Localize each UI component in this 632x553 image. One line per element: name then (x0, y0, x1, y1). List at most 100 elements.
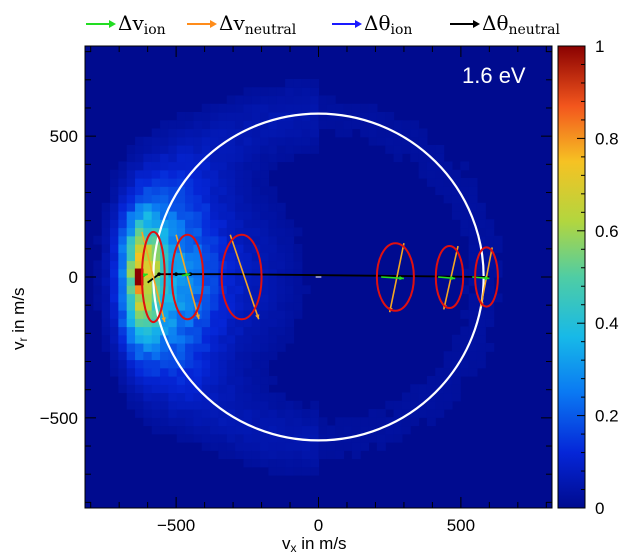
heatmap-cell (243, 178, 253, 187)
heatmap-cell (243, 318, 253, 328)
heatmap-cell (451, 169, 461, 179)
heatmap-cell (93, 260, 103, 270)
heatmap-cell (218, 343, 228, 352)
heatmap-cell (176, 384, 186, 394)
heatmap-cell (185, 367, 195, 377)
heatmap-cell (201, 186, 211, 196)
heatmap-cell (160, 376, 169, 385)
heatmap-cell (218, 351, 228, 361)
heatmap-cell (193, 186, 203, 196)
heatmap-cell (235, 268, 245, 278)
heatmap-cell (410, 384, 420, 394)
heatmap-cell (201, 136, 211, 146)
heatmap-cell (235, 194, 245, 204)
heatmap-cell (126, 359, 136, 369)
heatmap-cell (451, 178, 461, 187)
heatmap-cell (160, 425, 169, 435)
heatmap-cell (176, 194, 186, 204)
heatmap-cell (210, 186, 220, 196)
heatmap-cell (101, 293, 111, 303)
heatmap-cell (476, 318, 486, 328)
heatmap-cell (201, 128, 211, 138)
heatmap-cell (218, 301, 228, 311)
heatmap-cell (426, 384, 436, 394)
heatmap-cell (176, 392, 186, 402)
heatmap-cell (226, 169, 236, 179)
heatmap-cell (151, 359, 161, 369)
heatmap-cell (218, 227, 228, 237)
heatmap-cell (310, 425, 320, 435)
heatmap-cell (226, 211, 236, 220)
heatmap-cell (93, 235, 103, 245)
heatmap-cell (335, 442, 345, 451)
heatmap-cell (401, 392, 411, 402)
heatmap-cell (243, 268, 253, 278)
heatmap-cell (251, 202, 261, 212)
heatmap-cell (468, 194, 478, 204)
heatmap-cell (276, 343, 286, 352)
heatmap-cell (135, 318, 144, 328)
heatmap-cell (193, 326, 203, 336)
heatmap-cell (176, 376, 186, 385)
heatmap-cell (201, 351, 211, 361)
heatmap-cell (135, 136, 144, 146)
heatmap-cell (143, 409, 153, 418)
heatmap-cell (218, 128, 228, 138)
heatmap-cell (235, 343, 245, 352)
heatmap-cell (118, 367, 128, 377)
heatmap-cell (218, 367, 228, 377)
heatmap-cell (268, 136, 278, 146)
heatmap-cell (210, 128, 220, 138)
heatmap-cell (276, 466, 286, 476)
heatmap-cell (343, 120, 353, 130)
heatmap-cell (276, 293, 286, 303)
heatmap-cell (210, 326, 220, 336)
heatmap-cell (276, 120, 286, 130)
heatmap-cell (168, 367, 178, 377)
heatmap-cell (268, 227, 278, 237)
heatmap-cell (226, 219, 236, 229)
heatmap-cell (193, 425, 203, 435)
heatmap-cell (260, 417, 270, 427)
heatmap-cell (435, 153, 445, 163)
heatmap-cell (160, 120, 169, 130)
heatmap-cell (285, 103, 295, 113)
heatmap-cell (168, 211, 178, 220)
heatmap-cell (218, 326, 228, 336)
heatmap-cell (226, 260, 236, 270)
heatmap-cell (201, 252, 211, 262)
heatmap-cell (243, 112, 253, 121)
heatmap-cell (201, 178, 211, 187)
heatmap-cell (251, 400, 261, 410)
heatmap-cell (368, 128, 378, 138)
heatmap-cell (251, 169, 261, 179)
heatmap-cell (176, 277, 186, 286)
heatmap-cell (226, 318, 236, 328)
heatmap-cell (410, 417, 420, 427)
heatmap-cell (376, 433, 386, 443)
heatmap-cell (276, 301, 286, 311)
heatmap-cell (110, 326, 119, 336)
heatmap-cell (126, 285, 136, 295)
heatmap-cell (326, 425, 336, 435)
heatmap-cell (226, 433, 236, 443)
heatmap-cell (210, 359, 220, 369)
heatmap-cell (126, 194, 136, 204)
heatmap-cell (160, 194, 169, 204)
heatmap-cell (135, 359, 144, 369)
heatmap-cell (468, 318, 478, 328)
heatmap-cell (143, 376, 153, 385)
heatmap-cell (176, 318, 186, 328)
heatmap-cell (443, 392, 453, 402)
heatmap-cell (376, 128, 386, 138)
heatmap-cell (468, 260, 478, 270)
heatmap-cell (301, 112, 311, 121)
heatmap-cell (260, 128, 270, 138)
heatmap-cell (176, 153, 186, 163)
heatmap-cell (451, 194, 461, 204)
heatmap-cell (451, 359, 461, 369)
heatmap-cell (168, 153, 178, 163)
heatmap-cell (143, 178, 153, 187)
heatmap-cell (285, 277, 295, 286)
heatmap-cell (468, 211, 478, 220)
